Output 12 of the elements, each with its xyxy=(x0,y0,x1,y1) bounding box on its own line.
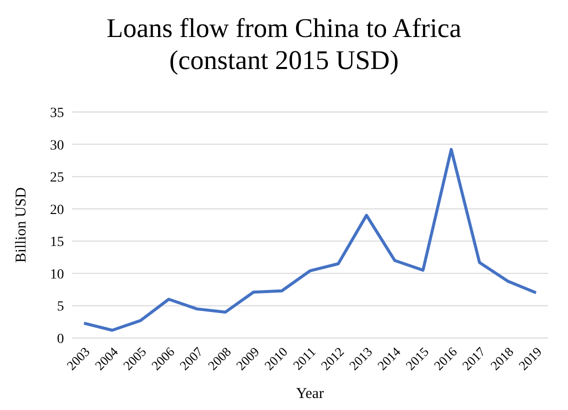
y-tick-label: 20 xyxy=(50,202,64,218)
y-tick-label: 15 xyxy=(50,235,64,250)
x-axis-title: Year xyxy=(296,386,324,402)
y-tick-label: 5 xyxy=(57,300,64,315)
y-tick-label: 35 xyxy=(50,106,64,121)
y-tick-label: 0 xyxy=(57,332,64,347)
chart-title: Loans flow from China to Africa (constant 2015 USD) xyxy=(106,12,462,76)
y-tick-label: 25 xyxy=(50,170,64,186)
y-tick-label: 10 xyxy=(50,267,64,282)
line-series xyxy=(82,148,538,332)
y-axis-title: Billion USD xyxy=(13,187,30,263)
y-tick-label: 30 xyxy=(50,138,64,154)
